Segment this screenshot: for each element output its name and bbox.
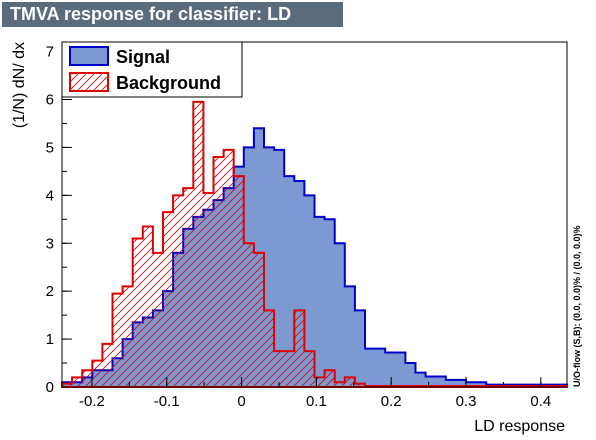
y-tick-label: 0 [46,379,54,396]
x-axis-label: LD response [474,418,565,435]
x-tick-label: 0.2 [381,393,402,410]
chart-title: TMVA response for classifier: LD [2,2,343,27]
y-tick-label: 4 [46,187,54,204]
legend: Signal Background [61,41,243,98]
y-tick-label: 3 [46,235,54,252]
side-label: U/O-flow (S,B): (0.0, 0.0)% / (0.0, 0.0)… [572,225,582,387]
legend-swatch-background [69,72,109,92]
x-tick-label: 0.4 [530,393,551,410]
y-tick-label: 1 [46,331,54,348]
series-background-outline [61,100,568,388]
x-tick-label: 0.3 [456,393,477,410]
legend-label-background: Background [116,73,221,93]
x-tick-label: -0.1 [154,393,180,410]
x-tick-label: 0.1 [306,393,327,410]
y-axis-label: (1/N) dN/ dx [11,42,28,128]
y-tick-label: 7 [46,44,54,61]
legend-swatch-signal [69,46,109,66]
series-background [61,100,568,388]
x-tick-label: 0 [237,393,245,410]
y-tick-label: 6 [46,92,54,109]
series-background-fill [62,101,567,387]
y-tick-label: 5 [46,139,54,156]
x-tick-label: -0.2 [79,393,105,410]
y-tick-label: 2 [46,283,54,300]
legend-label-signal: Signal [116,47,170,67]
